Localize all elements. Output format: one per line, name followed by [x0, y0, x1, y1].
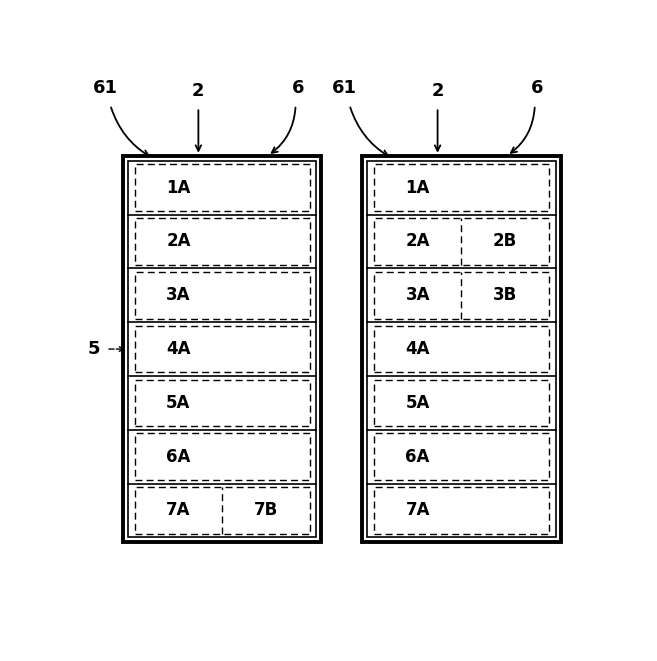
- Bar: [135, 434, 309, 480]
- Text: 2B: 2B: [493, 233, 517, 251]
- Bar: [362, 156, 560, 543]
- Bar: [374, 434, 549, 480]
- Text: 5A: 5A: [166, 394, 191, 412]
- Bar: [135, 326, 309, 372]
- Text: 5: 5: [87, 340, 100, 358]
- Bar: [374, 218, 549, 265]
- Text: 3A: 3A: [405, 286, 430, 304]
- Text: 6A: 6A: [166, 447, 191, 466]
- Bar: [367, 161, 556, 537]
- Text: 4A: 4A: [166, 340, 191, 358]
- Text: 1A: 1A: [405, 178, 430, 197]
- Text: 5A: 5A: [405, 394, 430, 412]
- Text: 2: 2: [432, 82, 444, 100]
- Bar: [374, 326, 549, 372]
- Text: 61: 61: [93, 79, 118, 97]
- Bar: [135, 165, 309, 211]
- Text: 7A: 7A: [166, 502, 191, 520]
- Bar: [135, 379, 309, 426]
- Bar: [374, 487, 549, 534]
- Text: 3A: 3A: [166, 286, 191, 304]
- Text: 2A: 2A: [405, 233, 430, 251]
- Bar: [123, 156, 321, 543]
- Text: 6: 6: [292, 79, 304, 97]
- Bar: [135, 272, 309, 319]
- Text: 2A: 2A: [166, 233, 191, 251]
- Bar: [374, 165, 549, 211]
- Text: 4A: 4A: [405, 340, 430, 358]
- Text: 6A: 6A: [405, 447, 430, 466]
- Text: 7B: 7B: [254, 502, 278, 520]
- Text: 61: 61: [332, 79, 357, 97]
- Bar: [374, 379, 549, 426]
- Text: 7A: 7A: [405, 502, 430, 520]
- Text: 2: 2: [192, 82, 204, 100]
- Bar: [374, 272, 549, 319]
- Bar: [128, 161, 317, 537]
- Bar: [135, 487, 309, 534]
- Text: 1A: 1A: [166, 178, 191, 197]
- Text: 3B: 3B: [493, 286, 517, 304]
- Bar: [135, 218, 309, 265]
- Text: 6: 6: [531, 79, 543, 97]
